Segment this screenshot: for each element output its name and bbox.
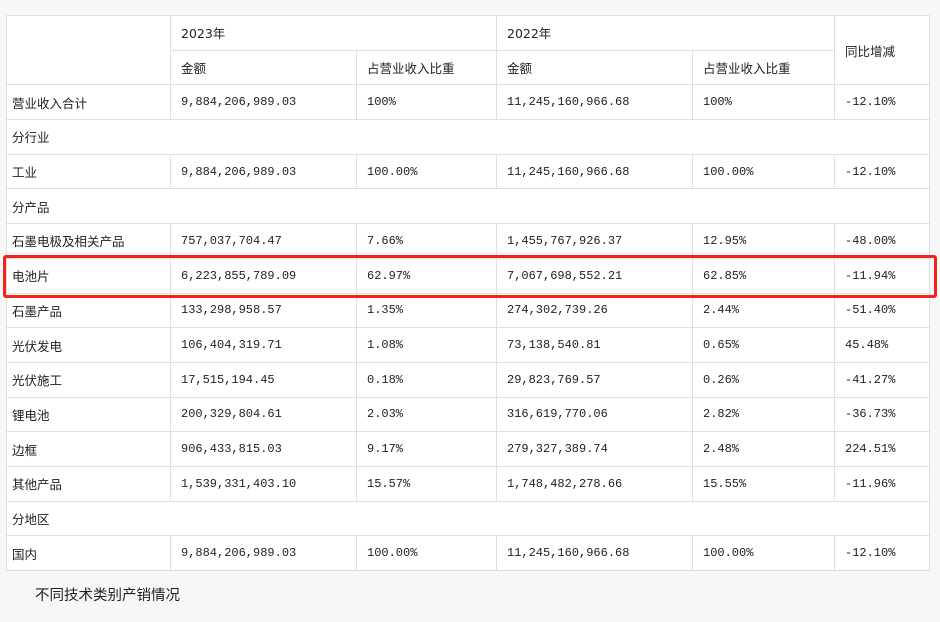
header-2022: 2022年: [496, 15, 835, 51]
amount-2023: 9,884,206,989.03: [170, 84, 357, 121]
amount-2022: 279,327,389.74: [496, 431, 693, 467]
amount-2022: 73,138,540.81: [496, 327, 693, 363]
amount-2023: 757,037,704.47: [170, 223, 357, 259]
row-label: 营业收入合计: [6, 84, 171, 121]
amount-2023: 906,433,815.03: [170, 431, 357, 467]
table-row: 国内 9,884,206,989.03 100.00% 11,245,160,966.…: [6, 535, 930, 571]
ratio-2023: 7.66%: [356, 223, 497, 259]
row-label: 电池片: [6, 257, 171, 294]
header-amount-2022: 金额: [496, 49, 693, 86]
ratio-2022: 2.48%: [692, 431, 835, 467]
header-corner: [6, 14, 171, 86]
amount-2022: 316,619,770.06: [496, 396, 693, 433]
row-label: 国内: [6, 535, 171, 571]
section-row: 分地区: [6, 500, 930, 537]
ratio-2022: 100%: [692, 84, 835, 121]
amount-2023: 9,884,206,989.03: [170, 535, 357, 571]
amount-2023: 9,884,206,989.03: [170, 153, 357, 190]
amount-2022: 11,245,160,966.68: [496, 535, 693, 571]
amount-2022: 274,302,739.26: [496, 292, 693, 329]
ratio-2023: 0.18%: [356, 361, 497, 398]
amount-2022: 11,245,160,966.68: [496, 84, 693, 121]
ratio-2023: 2.03%: [356, 396, 497, 433]
header-yoy: 同比增减: [834, 14, 930, 86]
yoy-change: 45.48%: [834, 327, 930, 363]
header-ratio-2022: 占营业收入比重: [692, 49, 835, 86]
table-row: 其他产品 1,539,331,403.10 15.57% 1,748,482,278.…: [6, 465, 930, 502]
ratio-2023: 15.57%: [356, 465, 497, 502]
ratio-2023: 100.00%: [356, 153, 497, 190]
amount-2022: 1,748,482,278.66: [496, 465, 693, 502]
table-row: 锂电池 200,329,804.61 2.03% 316,619,770.06 2.82…: [6, 396, 930, 433]
amount-2022: 7,067,698,552.21: [496, 257, 693, 294]
yoy-change: -12.10%: [834, 535, 930, 571]
ratio-2022: 100.00%: [692, 535, 835, 571]
section-row: 分行业: [6, 119, 930, 155]
ratio-2022: 0.65%: [692, 327, 835, 363]
row-label: 锂电池: [6, 396, 171, 433]
yoy-change: -41.27%: [834, 361, 930, 398]
ratio-2022: 100.00%: [692, 153, 835, 190]
amount-2023: 1,539,331,403.10: [170, 465, 357, 502]
yoy-change: -12.10%: [834, 153, 930, 190]
section-label: 分地区: [6, 500, 930, 537]
ratio-2023: 1.08%: [356, 327, 497, 363]
ratio-2023: 100%: [356, 84, 497, 121]
table-row: 边框 906,433,815.03 9.17% 279,327,389.74 2.48%…: [6, 431, 930, 467]
revenue-breakdown-table: 2023年 2022年 同比增减 金额 占营业收入比重 金额 占营业收入比重 营…: [6, 14, 930, 571]
amount-2022: 1,455,767,926.37: [496, 223, 693, 259]
table-row: 光伏施工 17,515,194.45 0.18% 29,823,769.57 0.26%…: [6, 361, 930, 398]
ratio-2022: 15.55%: [692, 465, 835, 502]
ratio-2022: 62.85%: [692, 257, 835, 294]
table-row: 石墨产品 133,298,958.57 1.35% 274,302,739.26 2.4…: [6, 292, 930, 329]
table-row: 工业 9,884,206,989.03 100.00% 11,245,160,966.…: [6, 153, 930, 190]
section-caption: 不同技术类别产销情况: [35, 588, 180, 604]
ratio-2023: 100.00%: [356, 535, 497, 571]
table-row: 石墨电极及相关产品 757,037,704.47 7.66% 1,455,767,92…: [6, 223, 930, 259]
header-row-years: 2023年 2022年 同比增减: [6, 14, 930, 86]
amount-2023: 6,223,855,789.09: [170, 257, 357, 294]
ratio-2022: 12.95%: [692, 223, 835, 259]
section-label: 分产品: [6, 188, 930, 225]
yoy-change: 224.51%: [834, 431, 930, 467]
row-label: 光伏施工: [6, 361, 171, 398]
table-row: 营业收入合计 9,884,206,989.03 100% 11,245,160,966…: [6, 84, 930, 121]
header-ratio-2023: 占营业收入比重: [356, 49, 497, 86]
ratio-2023: 62.97%: [356, 257, 497, 294]
row-label: 石墨产品: [6, 292, 171, 329]
amount-2023: 17,515,194.45: [170, 361, 357, 398]
yoy-change: -48.00%: [834, 223, 930, 259]
table-row-highlighted: 电池片 6,223,855,789.09 62.97% 7,067,698,552.2…: [6, 257, 930, 294]
ratio-2022: 2.44%: [692, 292, 835, 329]
ratio-2022: 0.26%: [692, 361, 835, 398]
row-label: 光伏发电: [6, 327, 171, 363]
yoy-change: -51.40%: [834, 292, 930, 329]
amount-2023: 106,404,319.71: [170, 327, 357, 363]
amount-2022: 11,245,160,966.68: [496, 153, 693, 190]
yoy-change: -36.73%: [834, 396, 930, 433]
amount-2023: 133,298,958.57: [170, 292, 357, 329]
header-row-metrics: 金额 占营业收入比重 金额 占营业收入比重: [7, 49, 930, 86]
header-amount-2023: 金额: [170, 49, 357, 86]
row-label: 边框: [6, 431, 171, 467]
yoy-change: -11.96%: [834, 465, 930, 502]
section-label: 分行业: [6, 119, 930, 155]
table-row: 光伏发电 106,404,319.71 1.08% 73,138,540.81 0.65…: [6, 327, 930, 363]
amount-2022: 29,823,769.57: [496, 361, 693, 398]
header-2023: 2023年: [170, 15, 497, 51]
row-label: 工业: [6, 153, 171, 190]
amount-2023: 200,329,804.61: [170, 396, 357, 433]
row-label: 其他产品: [6, 465, 171, 502]
section-row: 分产品: [6, 188, 930, 225]
row-label: 石墨电极及相关产品: [6, 223, 171, 259]
ratio-2023: 9.17%: [356, 431, 497, 467]
ratio-2023: 1.35%: [356, 292, 497, 329]
yoy-change: -11.94%: [834, 257, 930, 294]
ratio-2022: 2.82%: [692, 396, 835, 433]
yoy-change: -12.10%: [834, 84, 930, 121]
